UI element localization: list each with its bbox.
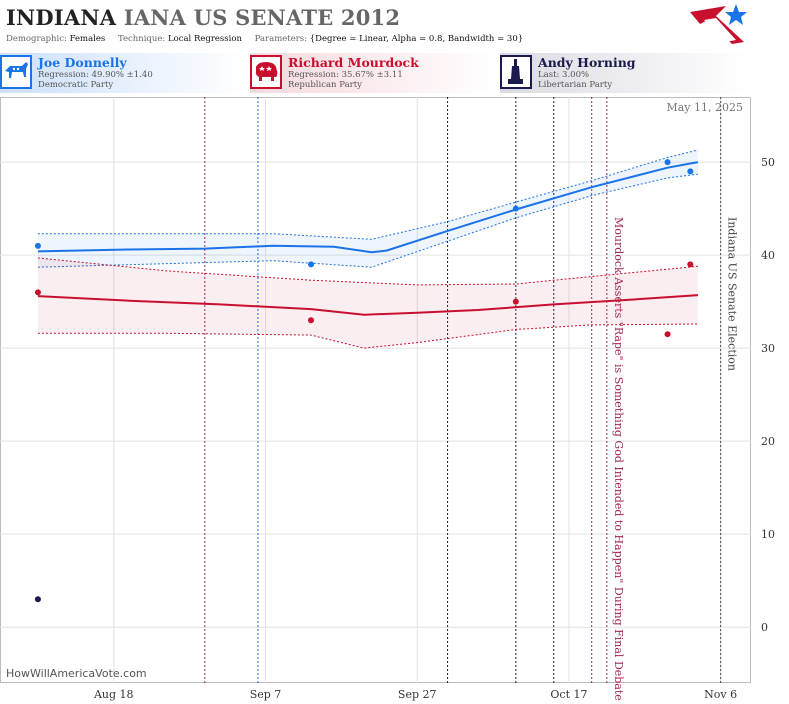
confidence-band — [37, 257, 698, 349]
data-point — [687, 261, 694, 268]
x-tick-label: Aug 18 — [93, 688, 134, 701]
band-upper-line — [37, 257, 698, 286]
x-tick-label: Nov 6 — [704, 688, 737, 701]
data-point — [34, 596, 41, 603]
data-point — [308, 261, 315, 268]
title-state: INDIANA — [6, 5, 117, 30]
data-point — [664, 159, 671, 166]
liberty-icon — [500, 55, 532, 89]
candidate-stat: Last: 3.00% — [538, 70, 590, 80]
x-tick-label: Sep 27 — [398, 688, 437, 701]
x-tick-label: Sep 7 — [250, 688, 282, 701]
header: INDIANA IANA US SENATE 2012 Demographic:… — [0, 0, 789, 50]
candidate-name: Joe Donnelly — [38, 55, 127, 70]
data-point — [687, 168, 694, 175]
trend-line — [37, 161, 699, 254]
parameters-value: {Degree = Linear, Alpha = 0.8, Bandwidth… — [309, 34, 524, 44]
candidate-party: Libertarian Party — [538, 80, 613, 90]
demographic-value: Females — [69, 34, 106, 44]
candidate-card-donnelly: Joe Donnelly Regression: 49.90% ±1.40 De… — [0, 53, 248, 93]
elephant-icon — [250, 55, 282, 89]
data-point — [664, 331, 671, 338]
date-stamp: May 11, 2025 — [666, 101, 743, 114]
candidate-legend: Joe Donnelly Regression: 49.90% ±1.40 De… — [0, 53, 789, 93]
demographic-label: Demographic: — [6, 34, 67, 44]
data-point — [34, 242, 41, 249]
data-point — [34, 289, 41, 296]
donkey-icon — [0, 55, 32, 89]
candidate-card-horning: Andy Horning Last: 3.00% Libertarian Par… — [500, 53, 748, 93]
y-tick-label: 20 — [761, 435, 775, 448]
trend-line — [37, 294, 698, 316]
event-label: Mourdock Asserts "Rape" is Something God… — [612, 217, 625, 701]
candidate-stat: Regression: 49.90% ±1.40 — [38, 70, 153, 80]
candidate-stat: Regression: 35.67% ±3.11 — [288, 70, 403, 80]
site-logo-icon — [690, 4, 747, 44]
confidence-band — [37, 150, 698, 268]
data-point — [512, 298, 519, 305]
parameters-line: Demographic: Females Technique: Local Re… — [6, 34, 533, 44]
y-tick-label: 30 — [761, 342, 775, 355]
data-point — [512, 205, 519, 212]
candidate-name: Andy Horning — [538, 55, 636, 70]
event-label: Indiana US Senate Election — [726, 217, 739, 371]
title-rest: IANA US SENATE 2012 — [123, 5, 401, 30]
candidate-party: Republican Party — [288, 80, 362, 90]
data-point — [308, 317, 315, 324]
x-tick-label: Oct 17 — [550, 688, 587, 701]
page-title: INDIANA IANA US SENATE 2012 — [6, 5, 400, 30]
band-lower-line — [37, 323, 698, 349]
parameters-label: Parameters: — [254, 34, 308, 44]
technique-value: Local Regression — [167, 34, 242, 44]
plot-frame — [0, 97, 751, 683]
y-tick-label: 10 — [761, 528, 775, 541]
y-tick-label: 0 — [761, 621, 768, 634]
y-tick-label: 50 — [761, 156, 775, 169]
technique-label: Technique: — [117, 34, 166, 44]
y-tick-label: 40 — [761, 249, 775, 262]
watermark: HowWillAmericaVote.com — [6, 667, 147, 680]
candidate-name: Richard Mourdock — [288, 55, 419, 70]
candidate-party: Democratic Party — [38, 80, 114, 90]
candidate-card-mourdock: Richard Mourdock Regression: 35.67% ±3.1… — [250, 53, 498, 93]
